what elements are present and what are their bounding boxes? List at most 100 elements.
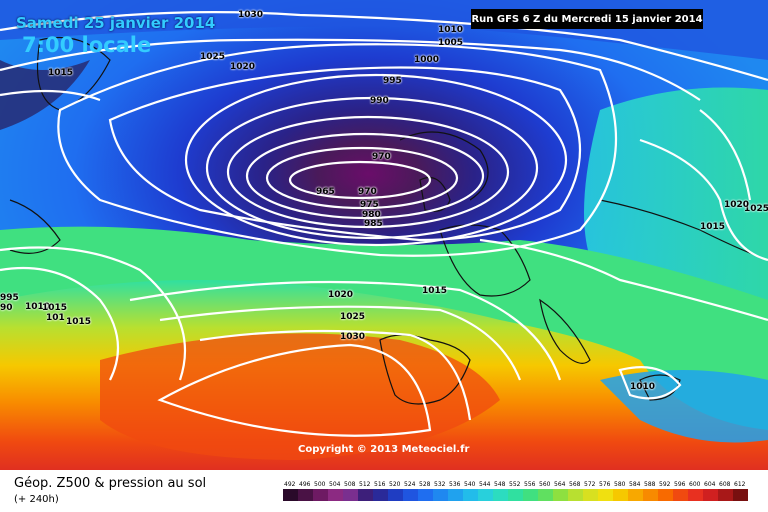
scale-tick-label: 612	[734, 481, 746, 488]
scale-tick-label: 588	[644, 481, 656, 488]
scale-swatch	[403, 489, 418, 501]
scale-tick-label: 600	[689, 481, 701, 488]
scale-swatch	[343, 489, 358, 501]
isobar-label: 1020	[724, 200, 750, 210]
scale-tick-label: 528	[419, 481, 431, 488]
scale-swatch	[373, 489, 388, 501]
isobar-label: 1010	[438, 25, 464, 35]
isobar-label: 101	[46, 313, 65, 323]
scale-tick-label: 572	[584, 481, 596, 488]
scale-tick-label: 556	[524, 481, 536, 488]
scale-tick-label: 524	[404, 481, 416, 488]
color-scale-legend: 492 496 500 504 508 512 516 520 524 528 532 536 540 5…	[283, 481, 748, 501]
scale-tick-label: 532	[434, 481, 446, 488]
forecast-local-time: 7:00 locale	[22, 33, 152, 57]
scale-swatch	[718, 489, 733, 501]
isobar-label: 1025	[340, 312, 366, 322]
scale-tick-label: 576	[599, 481, 611, 488]
scale-swatch	[538, 489, 553, 501]
scale-tick-label: 516	[374, 481, 386, 488]
isobar-label: 1020	[328, 290, 354, 300]
isobar-label: 1000	[414, 55, 440, 65]
scale-tick-label: 536	[449, 481, 461, 488]
scale-swatch	[418, 489, 433, 501]
scale-tick-label: 492	[284, 481, 296, 488]
isobar-label: 975	[360, 200, 379, 210]
isobar-label: 1030	[340, 332, 366, 342]
scale-tick-label: 592	[659, 481, 671, 488]
isobar-label: 980	[362, 210, 381, 220]
scale-swatch	[508, 489, 523, 501]
isobar-label: 1015	[700, 222, 726, 232]
scale-swatch	[523, 489, 538, 501]
copyright-notice: Copyright © 2013 Meteociel.fr	[298, 444, 470, 455]
map-canvas	[0, 0, 768, 470]
scale-tick-label: 580	[614, 481, 626, 488]
isobar-label: 995	[0, 293, 19, 303]
scale-swatch	[493, 489, 508, 501]
scale-tick-label: 508	[344, 481, 356, 488]
isobar-label: 1030	[238, 10, 264, 20]
scale-swatch	[328, 489, 343, 501]
scale-swatch	[643, 489, 658, 501]
scale-swatch	[628, 489, 643, 501]
scale-swatch	[568, 489, 583, 501]
scale-swatch	[688, 489, 703, 501]
scale-swatch	[463, 489, 478, 501]
scale-tick-label: 500	[314, 481, 326, 488]
scale-tick-label: 540	[464, 481, 476, 488]
isobar-label: 995	[383, 76, 402, 86]
scale-tick-label: 548	[494, 481, 506, 488]
scale-swatch	[673, 489, 688, 501]
scale-swatch	[703, 489, 718, 501]
scale-tick-label: 568	[569, 481, 581, 488]
forecast-range: (+ 240h)	[14, 494, 59, 505]
scale-swatch	[313, 489, 328, 501]
isobar-label: 1015	[42, 303, 68, 313]
scale-tick-label: 596	[674, 481, 686, 488]
isobar-label: 1005	[438, 38, 464, 48]
scale-swatch	[298, 489, 313, 501]
scale-swatch	[448, 489, 463, 501]
scale-tick-label: 564	[554, 481, 566, 488]
scale-swatch	[733, 489, 748, 501]
scale-swatch	[553, 489, 568, 501]
isobar-label: 985	[364, 219, 383, 229]
isobar-label: 1025	[200, 52, 226, 62]
isobar-label: 990	[370, 96, 389, 106]
scale-swatch	[433, 489, 448, 501]
isobar-label: 970	[372, 152, 391, 162]
scale-swatch	[613, 489, 628, 501]
scale-swatch	[478, 489, 493, 501]
scale-tick-label: 520	[389, 481, 401, 488]
scale-swatch	[583, 489, 598, 501]
scale-tick-label: 544	[479, 481, 491, 488]
scale-tick-label: 504	[329, 481, 341, 488]
scale-tick-label: 496	[299, 481, 311, 488]
scale-swatch	[358, 489, 373, 501]
map-title: Géop. Z500 & pression au sol	[14, 476, 207, 491]
isobar-label: 1015	[48, 68, 74, 78]
scale-swatch	[658, 489, 673, 501]
scale-swatch	[598, 489, 613, 501]
scale-swatch	[388, 489, 403, 501]
isobar-lines	[0, 11, 768, 437]
scale-tick-label: 584	[629, 481, 641, 488]
forecast-date: Samedi 25 janvier 2014	[16, 14, 216, 32]
isobar-label: 1025	[744, 204, 768, 214]
isobar-label: 1015	[66, 317, 92, 327]
scale-tick-label: 560	[539, 481, 551, 488]
isobar-label: 965	[316, 187, 335, 197]
isobar-label: 970	[358, 187, 377, 197]
scale-swatch	[283, 489, 298, 501]
coastlines	[9, 36, 768, 405]
isobar-label: 1020	[230, 62, 256, 72]
scale-tick-label: 512	[359, 481, 371, 488]
scale-tick-label: 552	[509, 481, 521, 488]
isobar-label: 1010	[630, 382, 656, 392]
isobar-label: 90	[0, 303, 13, 313]
isobar-label: 1015	[422, 286, 448, 296]
isobar-label: 1010	[25, 302, 51, 312]
scale-tick-label: 608	[719, 481, 731, 488]
